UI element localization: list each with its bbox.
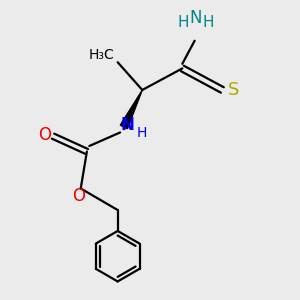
Text: H: H — [177, 15, 189, 30]
Text: H₃C: H₃C — [89, 49, 115, 62]
Text: H: H — [203, 15, 214, 30]
Text: O: O — [38, 126, 51, 144]
Polygon shape — [120, 90, 142, 129]
Text: N: N — [189, 9, 202, 27]
Text: N: N — [121, 116, 134, 134]
Text: H: H — [136, 126, 147, 140]
Text: O: O — [72, 187, 85, 205]
Text: S: S — [227, 81, 239, 99]
